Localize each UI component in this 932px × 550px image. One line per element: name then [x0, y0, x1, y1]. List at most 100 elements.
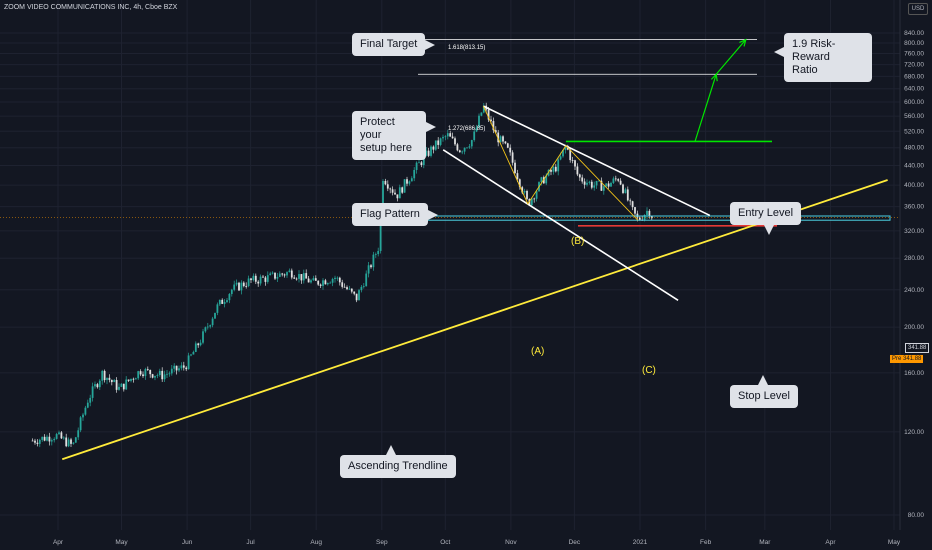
- candle-body: [269, 273, 272, 276]
- candle-body: [530, 198, 533, 206]
- candle-body: [235, 282, 238, 285]
- candle-body: [626, 189, 629, 201]
- y-tick-label: 640.00: [904, 86, 924, 93]
- candle-body: [638, 217, 641, 220]
- candle-body: [439, 138, 442, 145]
- wave-a-label: (A): [531, 346, 545, 357]
- candle-body: [252, 275, 255, 281]
- x-tick-label: Nov: [505, 539, 517, 546]
- candle-body: [605, 183, 608, 187]
- candle-body: [283, 274, 286, 276]
- candle-body: [125, 379, 128, 390]
- x-tick-label: Aug: [310, 539, 322, 546]
- fib-1272-label: 1.272(686.85): [448, 126, 486, 132]
- candle-body: [355, 293, 358, 301]
- candle-body: [516, 173, 519, 180]
- candle-body: [262, 276, 264, 278]
- candle-body: [146, 369, 149, 370]
- candle-body: [437, 140, 440, 145]
- candle-body: [326, 283, 329, 285]
- candle-body: [598, 180, 600, 182]
- candle-body: [526, 190, 528, 199]
- y-tick-label: 440.00: [904, 163, 924, 170]
- candle-body: [602, 186, 605, 191]
- candle-body: [115, 379, 118, 390]
- candle-body: [103, 370, 106, 381]
- candle-body: [187, 355, 190, 370]
- candle-body: [127, 379, 130, 381]
- candle-body: [240, 282, 243, 291]
- candle-body: [223, 302, 226, 304]
- candle-body: [170, 368, 173, 374]
- candle-body: [185, 367, 188, 370]
- candle-body: [422, 155, 425, 166]
- candle-body: [151, 374, 154, 378]
- candle-body: [401, 187, 404, 193]
- candle-body: [494, 130, 497, 133]
- candle-body: [432, 146, 435, 150]
- wave-c-label: (C): [642, 365, 656, 376]
- candle-body: [418, 162, 420, 164]
- candle-body: [542, 177, 545, 184]
- protect-callout: Protect your setup here: [352, 111, 436, 160]
- candle-body: [406, 179, 408, 184]
- candle-body: [41, 436, 44, 440]
- candle-body: [77, 430, 80, 438]
- candle-body: [38, 439, 41, 444]
- candle-body: [502, 136, 504, 142]
- y-tick-label: 560.00: [904, 113, 924, 120]
- candle-body: [338, 277, 341, 283]
- candle-body: [463, 147, 466, 152]
- candle-body: [466, 147, 468, 149]
- entry-level-callout: Entry Level: [730, 202, 802, 235]
- candle-body: [120, 383, 123, 387]
- candle-body: [430, 146, 432, 156]
- x-tick-label: Sep: [376, 539, 388, 546]
- candle-body: [365, 273, 368, 287]
- candle-body: [336, 277, 339, 279]
- candle-body: [482, 105, 485, 113]
- candle-body: [569, 149, 572, 161]
- candle-body: [31, 440, 34, 442]
- candle-body: [425, 150, 428, 156]
- candle-body: [614, 178, 617, 180]
- candle-body: [346, 287, 348, 290]
- candle-body: [36, 442, 39, 444]
- candle-body: [70, 439, 72, 444]
- candle-body: [576, 166, 579, 175]
- candle-body: [110, 379, 113, 383]
- y-tick-label: 760.00: [904, 51, 924, 58]
- y-tick-label: 480.00: [904, 145, 924, 152]
- candle-body: [202, 331, 204, 343]
- candle-body: [593, 185, 596, 188]
- candle-body: [600, 180, 603, 191]
- candle-body: [233, 284, 236, 290]
- candle-body: [518, 179, 521, 188]
- candle-body: [473, 131, 476, 141]
- candle-body: [533, 198, 536, 200]
- candle-body: [290, 270, 293, 278]
- x-tick-label: May: [115, 539, 128, 546]
- candle-body: [631, 201, 634, 208]
- candle-body: [391, 189, 394, 193]
- candle-body: [410, 178, 413, 182]
- premarket-label: Pre: [892, 356, 902, 362]
- candle-body: [562, 149, 564, 157]
- candle-body: [293, 277, 296, 279]
- candle-body: [535, 191, 538, 199]
- candle-body: [362, 286, 365, 288]
- candle-body: [624, 189, 627, 193]
- candle-body: [382, 180, 384, 214]
- candle-body: [499, 136, 502, 143]
- candle-body: [254, 275, 257, 282]
- currency-button[interactable]: USD: [908, 3, 928, 15]
- candle-body: [511, 152, 514, 163]
- candle-body: [341, 282, 344, 287]
- candle-body: [106, 377, 108, 381]
- candle-body: [137, 371, 140, 379]
- candle-body: [211, 318, 214, 326]
- candle-body: [58, 432, 60, 435]
- candle-body: [46, 436, 48, 441]
- candle-body: [413, 169, 416, 179]
